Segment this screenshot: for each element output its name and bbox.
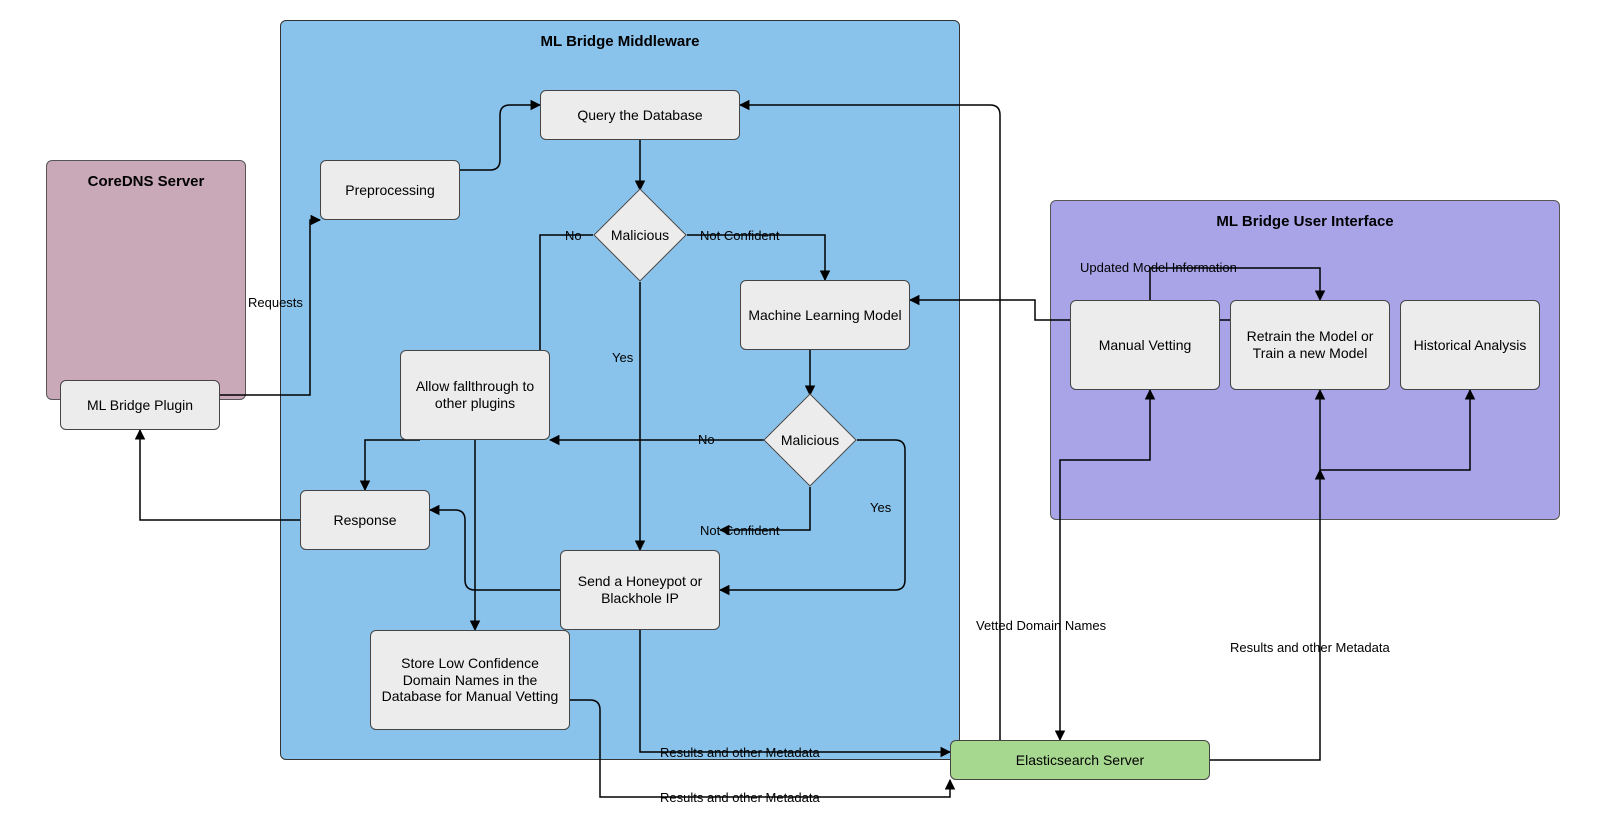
label: Response xyxy=(333,512,396,529)
edge-label-vetted: Vetted Domain Names xyxy=(976,618,1106,633)
node-store-low-conf: Store Low Confidence Domain Names in the… xyxy=(370,630,570,730)
node-elasticsearch: Elasticsearch Server xyxy=(950,740,1210,780)
decision-malicious-2: Malicious xyxy=(777,407,843,473)
edge-label-results-1: Results and other Metadata xyxy=(660,745,820,760)
edge-label-no-1: No xyxy=(565,228,582,243)
container-coredns: CoreDNS Server xyxy=(46,160,246,400)
node-ml-model: Machine Learning Model xyxy=(740,280,910,350)
edge-label-results-ui: Results and other Metadata xyxy=(1230,640,1390,655)
node-response: Response xyxy=(300,490,430,550)
edge-label-notconfident-2: Not Confident xyxy=(700,523,780,538)
label: Malicious xyxy=(607,202,673,268)
edge-label-requests: Requests xyxy=(248,295,303,310)
node-fallthrough: Allow fallthrough to other plugins xyxy=(400,350,550,440)
label: ML Bridge Plugin xyxy=(87,397,193,414)
edge-label-no-2: No xyxy=(698,432,715,447)
container-title-ui: ML Bridge User Interface xyxy=(1051,213,1559,230)
decision-malicious-1: Malicious xyxy=(607,202,673,268)
label: Preprocessing xyxy=(345,182,435,199)
label: Send a Honeypot or Blackhole IP xyxy=(567,573,713,607)
label: Historical Analysis xyxy=(1414,337,1527,354)
edge-label-yes-2: Yes xyxy=(870,500,891,515)
label: Machine Learning Model xyxy=(748,307,901,324)
edge-label-updated: Updated Model Information xyxy=(1080,260,1237,275)
label: Store Low Confidence Domain Names in the… xyxy=(377,655,563,705)
edge-label-notconfident-1: Not Confident xyxy=(700,228,780,243)
node-ml-bridge-plugin: ML Bridge Plugin xyxy=(60,380,220,430)
edge-label-results-2: Results and other Metadata xyxy=(660,790,820,805)
label: Manual Vetting xyxy=(1099,337,1192,354)
container-title-coredns: CoreDNS Server xyxy=(47,173,245,190)
diagram-stage: CoreDNS Server ML Bridge Middleware ML B… xyxy=(0,0,1600,816)
label: Retrain the Model or Train a new Model xyxy=(1237,328,1383,362)
node-historical: Historical Analysis xyxy=(1400,300,1540,390)
node-honeypot: Send a Honeypot or Blackhole IP xyxy=(560,550,720,630)
label: Malicious xyxy=(777,407,843,473)
label: Query the Database xyxy=(577,107,702,124)
edge-response-to-plugin xyxy=(140,430,300,520)
label: Elasticsearch Server xyxy=(1016,752,1144,769)
node-preprocessing: Preprocessing xyxy=(320,160,460,220)
container-title-middleware: ML Bridge Middleware xyxy=(281,33,959,50)
node-retrain-model: Retrain the Model or Train a new Model xyxy=(1230,300,1390,390)
label: Allow fallthrough to other plugins xyxy=(407,378,543,412)
node-manual-vetting: Manual Vetting xyxy=(1070,300,1220,390)
edge-label-yes-1: Yes xyxy=(612,350,633,365)
node-query-database: Query the Database xyxy=(540,90,740,140)
